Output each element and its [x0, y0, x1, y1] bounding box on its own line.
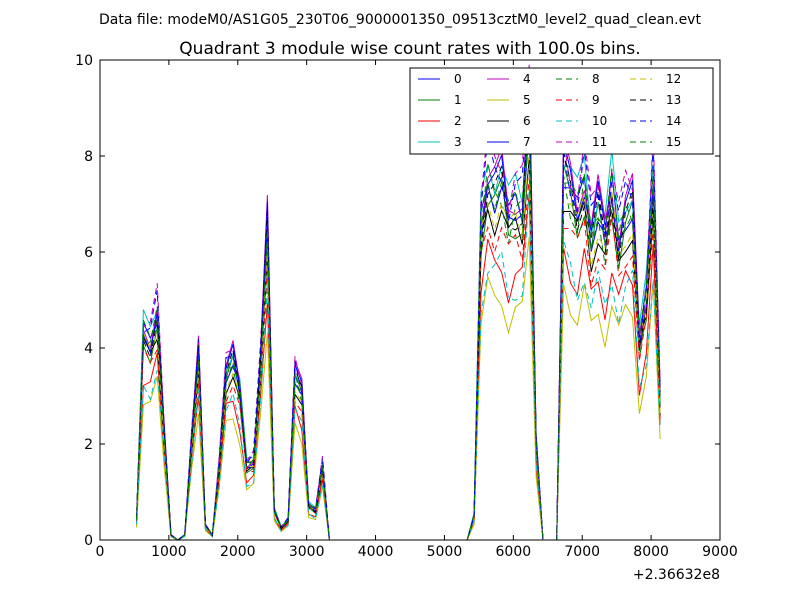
x-tick-label: 4000: [358, 544, 394, 560]
y-tick-label: 4: [84, 341, 93, 357]
legend-label-14: 14: [666, 114, 681, 128]
legend-label-11: 11: [592, 135, 607, 149]
x-tick-label: 9000: [702, 544, 738, 560]
y-tick-label: 0: [84, 533, 93, 549]
legend-label-15: 15: [666, 135, 681, 149]
legend-label-7: 7: [523, 135, 531, 149]
figure-suptitle: Data file: modeM0/AS1G05_230T06_90000013…: [99, 12, 701, 28]
plot-frame: [99, 59, 721, 541]
x-tick-label: 3000: [289, 544, 325, 560]
legend-label-5: 5: [523, 93, 531, 107]
legend-label-1: 1: [454, 93, 462, 107]
legend-label-10: 10: [592, 114, 607, 128]
axis-ticks: 0 1000 2000 3000 4000 5000 6000 7000 8000 9000 0 2 4…: [75, 53, 738, 560]
series-line-14: [136, 78, 661, 541]
x-tick-label: 0: [96, 544, 105, 560]
legend-label-13: 13: [666, 93, 681, 107]
legend-label-2: 2: [454, 114, 462, 128]
x-tick-label: 8000: [633, 544, 669, 560]
x-offset-label: +2.36632e8: [633, 567, 720, 583]
legend-label-3: 3: [454, 135, 462, 149]
x-tick-label: 7000: [564, 544, 600, 560]
legend-label-8: 8: [592, 72, 600, 86]
y-tick-label: 8: [84, 149, 93, 165]
y-tick-label: 6: [84, 245, 93, 261]
legend-label-12: 12: [666, 72, 681, 86]
legend-frame: [409, 67, 714, 155]
legend-label-0: 0: [454, 72, 462, 86]
x-tick-label: 5000: [427, 544, 463, 560]
legend-label-4: 4: [523, 72, 531, 86]
chart-title: Quadrant 3 module wise count rates with …: [179, 39, 640, 59]
y-tick-label: 10: [75, 53, 93, 69]
legend-label-6: 6: [523, 114, 531, 128]
x-tick-label: 2000: [220, 544, 256, 560]
y-tick-label: 2: [84, 437, 93, 453]
legend-label-9: 9: [592, 93, 600, 107]
x-tick-label: 6000: [496, 544, 532, 560]
x-tick-label: 1000: [151, 544, 187, 560]
